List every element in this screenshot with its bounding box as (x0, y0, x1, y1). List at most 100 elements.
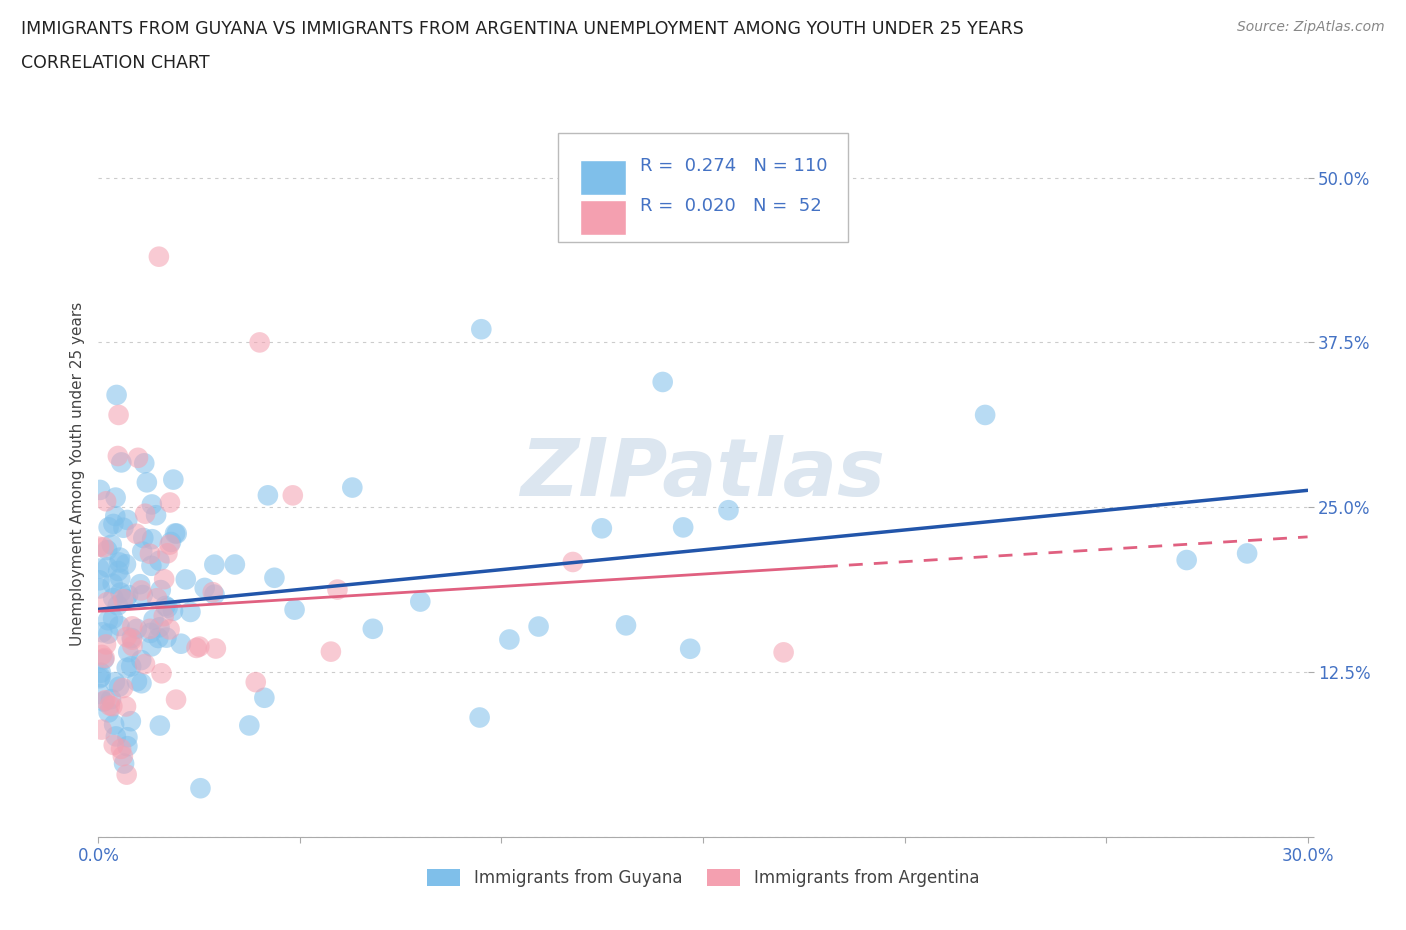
Point (205, 641, 228, 656)
Text: R =  0.020   N =  52: R = 0.020 N = 52 (640, 197, 823, 215)
Point (148, 620, 170, 635)
Point (93, 651, 115, 666)
Point (141, 639, 163, 654)
Point (125, 526, 148, 541)
Point (142, 612, 165, 627)
Point (107, 564, 129, 578)
Text: Source: ZipAtlas.com: Source: ZipAtlas.com (1237, 20, 1385, 34)
Point (409, 594, 432, 609)
Point (561, 554, 583, 569)
Point (108, 555, 131, 570)
Point (129, 583, 152, 598)
Point (96, 560, 118, 575)
Point (153, 572, 176, 587)
Point (97, 705, 120, 720)
FancyBboxPatch shape (558, 133, 848, 242)
Point (159, 538, 181, 552)
Point (117, 730, 139, 745)
Point (165, 692, 187, 707)
Point (111, 681, 134, 696)
Point (89, 573, 111, 588)
Point (93, 539, 115, 554)
Point (96, 595, 118, 610)
Point (202, 557, 225, 572)
Point (110, 571, 132, 586)
Point (112, 756, 135, 771)
Point (98, 698, 121, 713)
Point (129, 653, 152, 668)
Text: CORRELATION CHART: CORRELATION CHART (21, 54, 209, 72)
Point (326, 582, 349, 597)
Point (115, 699, 138, 714)
Bar (579, 200, 626, 235)
Point (93, 694, 115, 709)
Point (90, 665, 112, 680)
Point (257, 488, 280, 503)
Point (132, 530, 155, 545)
Point (145, 508, 167, 523)
Point (131, 676, 153, 691)
Point (108, 551, 131, 565)
Point (679, 642, 702, 657)
Point (284, 603, 307, 618)
Point (1175, 552, 1198, 567)
Point (115, 591, 138, 606)
Point (112, 520, 135, 535)
Point (117, 588, 139, 603)
Point (160, 535, 183, 550)
Point (108, 618, 131, 633)
Point (150, 666, 173, 681)
Point (188, 639, 211, 654)
Point (162, 472, 184, 487)
Point (468, 711, 491, 725)
Point (170, 636, 193, 651)
Point (361, 621, 384, 636)
Point (107, 598, 129, 613)
Point (115, 767, 138, 782)
Point (148, 249, 170, 264)
Point (89, 671, 111, 685)
Point (96, 543, 118, 558)
Point (107, 407, 129, 422)
Point (281, 488, 304, 503)
Point (498, 632, 520, 647)
Point (224, 557, 246, 572)
Point (651, 375, 673, 390)
Point (110, 455, 132, 470)
Point (91, 625, 114, 640)
Point (104, 490, 127, 505)
Point (238, 718, 260, 733)
Point (201, 585, 224, 600)
Point (101, 611, 124, 626)
Point (89, 483, 111, 498)
Point (120, 713, 142, 728)
Point (152, 609, 174, 624)
Point (94, 693, 117, 708)
Point (89, 686, 111, 701)
Text: R =  0.274   N = 110: R = 0.274 N = 110 (640, 157, 828, 175)
Point (139, 626, 162, 641)
Point (148, 553, 170, 568)
Point (319, 644, 342, 659)
Point (105, 388, 128, 403)
Point (134, 506, 156, 521)
Point (263, 570, 285, 585)
Point (89, 581, 111, 596)
Point (166, 526, 188, 541)
Point (97, 626, 120, 641)
Point (111, 749, 134, 764)
Point (121, 631, 143, 645)
Point (159, 622, 181, 637)
Point (141, 497, 163, 512)
Point (87, 539, 110, 554)
Point (135, 475, 157, 490)
Point (174, 572, 197, 587)
Point (100, 692, 122, 707)
Point (101, 698, 124, 713)
Point (139, 621, 162, 636)
Point (115, 660, 138, 675)
Point (134, 657, 156, 671)
Point (94, 637, 117, 652)
Point (117, 512, 139, 527)
Point (139, 546, 162, 561)
